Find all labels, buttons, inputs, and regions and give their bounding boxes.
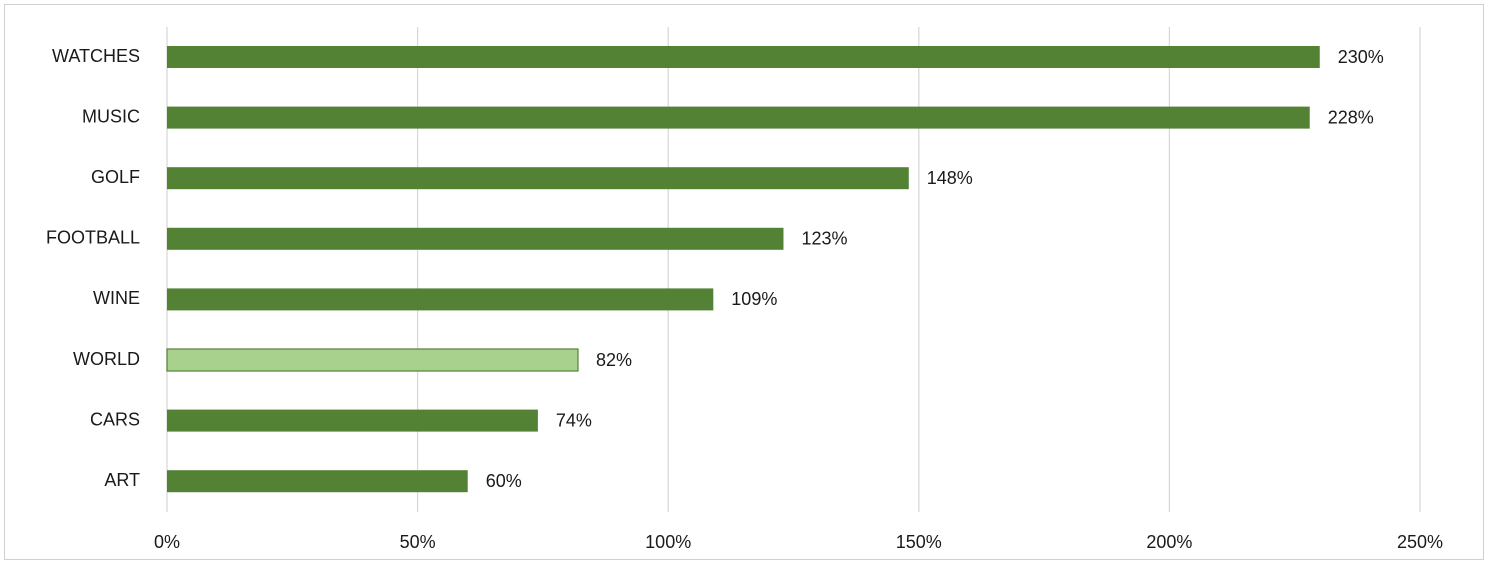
category-label: FOOTBALL bbox=[46, 228, 140, 248]
bar bbox=[167, 470, 468, 493]
category-label: WATCHES bbox=[52, 46, 140, 66]
bar bbox=[167, 409, 538, 432]
x-tick-label: 0% bbox=[154, 532, 180, 552]
chart-frame bbox=[4, 4, 1484, 560]
data-label: 60% bbox=[486, 471, 522, 491]
category-label: WINE bbox=[93, 288, 140, 308]
data-label: 230% bbox=[1338, 47, 1384, 67]
category-label: WORLD bbox=[73, 349, 140, 369]
bar-highlighted bbox=[166, 348, 579, 372]
category-label: MUSIC bbox=[82, 106, 140, 126]
category-label: ART bbox=[104, 470, 140, 490]
data-label: 228% bbox=[1328, 107, 1374, 127]
x-tick-label: 100% bbox=[645, 532, 691, 552]
x-tick-label: 200% bbox=[1146, 532, 1192, 552]
x-tick-label: 150% bbox=[896, 532, 942, 552]
x-tick-label: 50% bbox=[400, 532, 436, 552]
data-label: 82% bbox=[596, 350, 632, 370]
bar bbox=[167, 227, 784, 250]
bar bbox=[167, 167, 909, 190]
data-label: 109% bbox=[731, 289, 777, 309]
bar bbox=[167, 106, 1310, 129]
bar bbox=[167, 288, 714, 311]
category-label: GOLF bbox=[91, 167, 140, 187]
data-label: 123% bbox=[801, 229, 847, 249]
category-label: CARS bbox=[90, 409, 140, 429]
bar bbox=[167, 46, 1320, 68]
data-label: 148% bbox=[927, 168, 973, 188]
x-tick-label: 250% bbox=[1397, 532, 1443, 552]
data-label: 74% bbox=[556, 410, 592, 430]
